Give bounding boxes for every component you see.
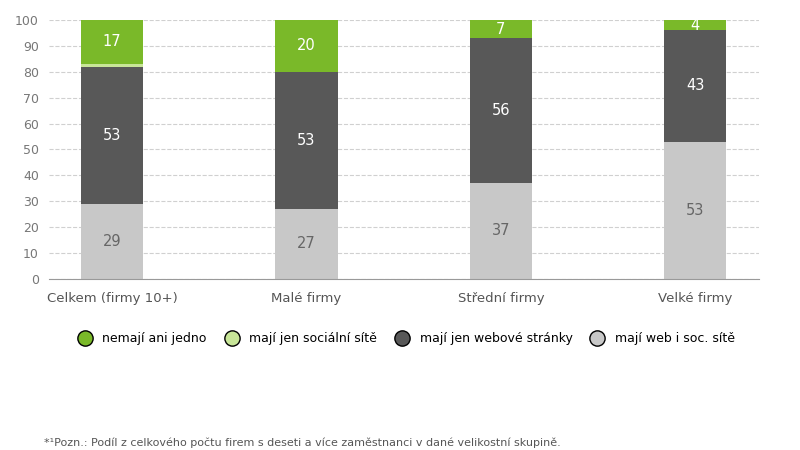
Legend: nemají ani jedno, mají jen sociální sítě, mají jen webové stránky, mají web i so: nemají ani jedno, mají jen sociální sítě… [67, 327, 740, 350]
Text: 29: 29 [102, 234, 122, 249]
Text: 53: 53 [102, 128, 121, 143]
Text: *¹Pozn.: Podíl z celkového počtu firem s deseti a více zaměstnanci v dané veliko: *¹Pozn.: Podíl z celkového počtu firem s… [44, 437, 561, 448]
Bar [81, 64, 143, 67]
Text: 43: 43 [686, 78, 705, 94]
Bar [81, 20, 143, 64]
Text: 17: 17 [102, 35, 122, 50]
Bar [81, 67, 143, 204]
Text: 4: 4 [690, 18, 700, 33]
Text: 53: 53 [686, 202, 705, 218]
Text: 56: 56 [492, 103, 510, 118]
Bar [275, 209, 338, 279]
Text: 20: 20 [297, 38, 316, 54]
Text: 7: 7 [496, 22, 506, 36]
Bar [664, 142, 726, 279]
Bar [470, 38, 532, 183]
Bar [275, 72, 338, 209]
Bar [470, 183, 532, 279]
Bar [664, 30, 726, 142]
Bar [664, 20, 726, 30]
Bar [470, 20, 532, 38]
Bar [275, 20, 338, 72]
Bar [81, 204, 143, 279]
Text: 53: 53 [298, 133, 316, 148]
Text: 27: 27 [297, 236, 316, 252]
Text: 37: 37 [492, 223, 510, 238]
